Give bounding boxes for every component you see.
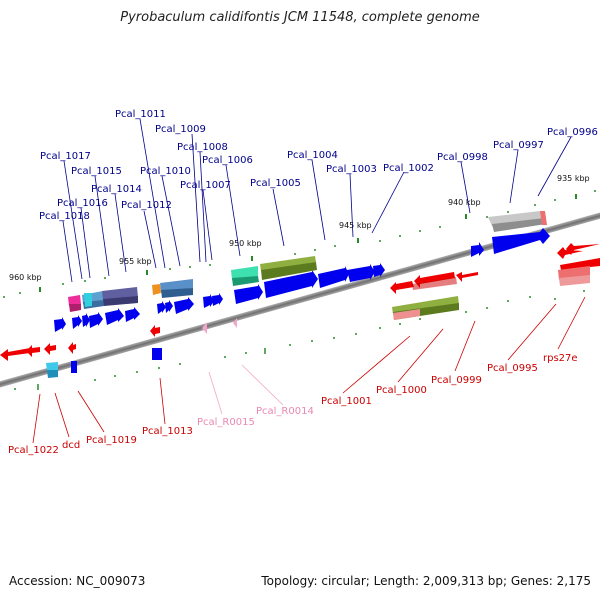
scale-label-935: 935 kbp [557, 174, 590, 183]
gene-arrow [390, 281, 414, 294]
gene-label-pcal-1002[interactable]: Pcal_1002 [383, 163, 434, 174]
gene-arrow [54, 317, 66, 332]
map-title: Pyrobaculum calidifontis JCM 11548, comp… [120, 10, 480, 25]
forward-leaders [62, 118, 572, 283]
gene-label-pcal-1009[interactable]: Pcal_1009 [155, 124, 206, 135]
gene-label-pcal-0995[interactable]: Pcal_0995 [487, 363, 538, 374]
gene-label-pcal-1007[interactable]: Pcal_1007 [180, 180, 231, 191]
gene-arrow [492, 228, 550, 254]
gene-label-pcal-0996[interactable]: Pcal_0996 [547, 127, 598, 138]
gene-arrow [72, 315, 82, 329]
scale-label-955: 955 kbp [119, 257, 152, 266]
gene-arrow [557, 247, 583, 259]
gene-label-pcal-1015[interactable]: Pcal_1015 [71, 166, 122, 177]
reverse-leaders [32, 296, 586, 444]
gene-label-pcal-1005[interactable]: Pcal_1005 [250, 178, 301, 189]
gene-arrow [44, 343, 56, 355]
accession-text: Accession: NC_009073 [9, 574, 146, 588]
forward-genes [54, 228, 550, 373]
gene-label-pcal-1010[interactable]: Pcal_1010 [140, 166, 191, 177]
gene-arrow [203, 294, 214, 308]
gene-label-pcal-1008[interactable]: Pcal_1008 [177, 142, 228, 153]
gene-arrow [0, 348, 30, 361]
guide-dashes [3, 190, 596, 390]
gene-label-pcal-1006[interactable]: Pcal_1006 [202, 155, 253, 166]
gene-label-dcd[interactable]: dcd [62, 440, 80, 451]
gene-arrow [414, 272, 455, 288]
scale-label-950: 950 kbp [229, 239, 262, 248]
gene-arrow [174, 297, 194, 314]
gene-label-pcal-1013[interactable]: Pcal_1013 [142, 426, 193, 437]
topology-text: Topology: circular; Length: 2,009,313 bp… [261, 574, 591, 588]
gene-arrow [150, 325, 160, 337]
gene-arrow [234, 284, 263, 304]
gene-label-pcal-r0015[interactable]: Pcal_R0015 [197, 417, 255, 428]
rna-genes [202, 318, 237, 334]
gene-label-pcal-1017[interactable]: Pcal_1017 [40, 151, 91, 162]
gene-label-pcal-1016[interactable]: Pcal_1016 [57, 198, 108, 209]
gene-arrow [157, 301, 166, 314]
gene-label-pcal-0998[interactable]: Pcal_0998 [437, 152, 488, 163]
gene-arrow [318, 266, 349, 288]
gene-arrow [566, 243, 600, 255]
scale-label-960: 960 kbp [9, 273, 42, 282]
gene-label-pcal-1019[interactable]: Pcal_1019 [86, 435, 137, 446]
gene-arrow [165, 300, 173, 313]
gene-arrow [89, 312, 103, 328]
scale-label-945: 945 kbp [339, 221, 372, 230]
scale-ticks [39, 194, 577, 292]
gene-label-pcal-0999[interactable]: Pcal_0999 [431, 375, 482, 386]
gene-label-pcal-0997[interactable]: Pcal_0997 [493, 140, 544, 151]
gene-arrow [125, 307, 140, 322]
gene-arrow [347, 264, 375, 282]
gene-box [71, 361, 77, 373]
gene-label-pcal-1022[interactable]: Pcal_1022 [8, 445, 59, 456]
reverse-features [392, 266, 590, 320]
gene-arrow [471, 242, 484, 257]
rna-leaders [208, 364, 284, 415]
gene-label-pcal-1004[interactable]: Pcal_1004 [287, 150, 338, 161]
gene-box [152, 348, 162, 360]
gene-label-pcal-1012[interactable]: Pcal_1012 [121, 200, 172, 211]
gene-arrow [26, 345, 40, 357]
gene-label-pcal-1018[interactable]: Pcal_1018 [39, 211, 90, 222]
scale-label-940: 940 kbp [448, 198, 481, 207]
gene-arrow [264, 270, 318, 298]
gene-label-pcal-1003[interactable]: Pcal_1003 [326, 164, 377, 175]
gene-label-pcal-r0014[interactable]: Pcal_R0014 [256, 406, 314, 417]
gene-label-pcal-1011[interactable]: Pcal_1011 [115, 109, 166, 120]
gene-label-pcal-1000[interactable]: Pcal_1000 [376, 385, 427, 396]
gene-arrow [373, 263, 385, 277]
gene-arrow [212, 293, 223, 306]
gene-label-rps27e[interactable]: rps27e [543, 353, 578, 364]
gene-label-pcal-1001[interactable]: Pcal_1001 [321, 396, 372, 407]
gene-arrow [68, 342, 76, 354]
gene-arrow [82, 313, 90, 327]
gene-label-pcal-1014[interactable]: Pcal_1014 [91, 184, 142, 195]
gene-arrow [105, 308, 124, 325]
forward-features [46, 211, 547, 378]
gene-arrow [456, 272, 478, 282]
